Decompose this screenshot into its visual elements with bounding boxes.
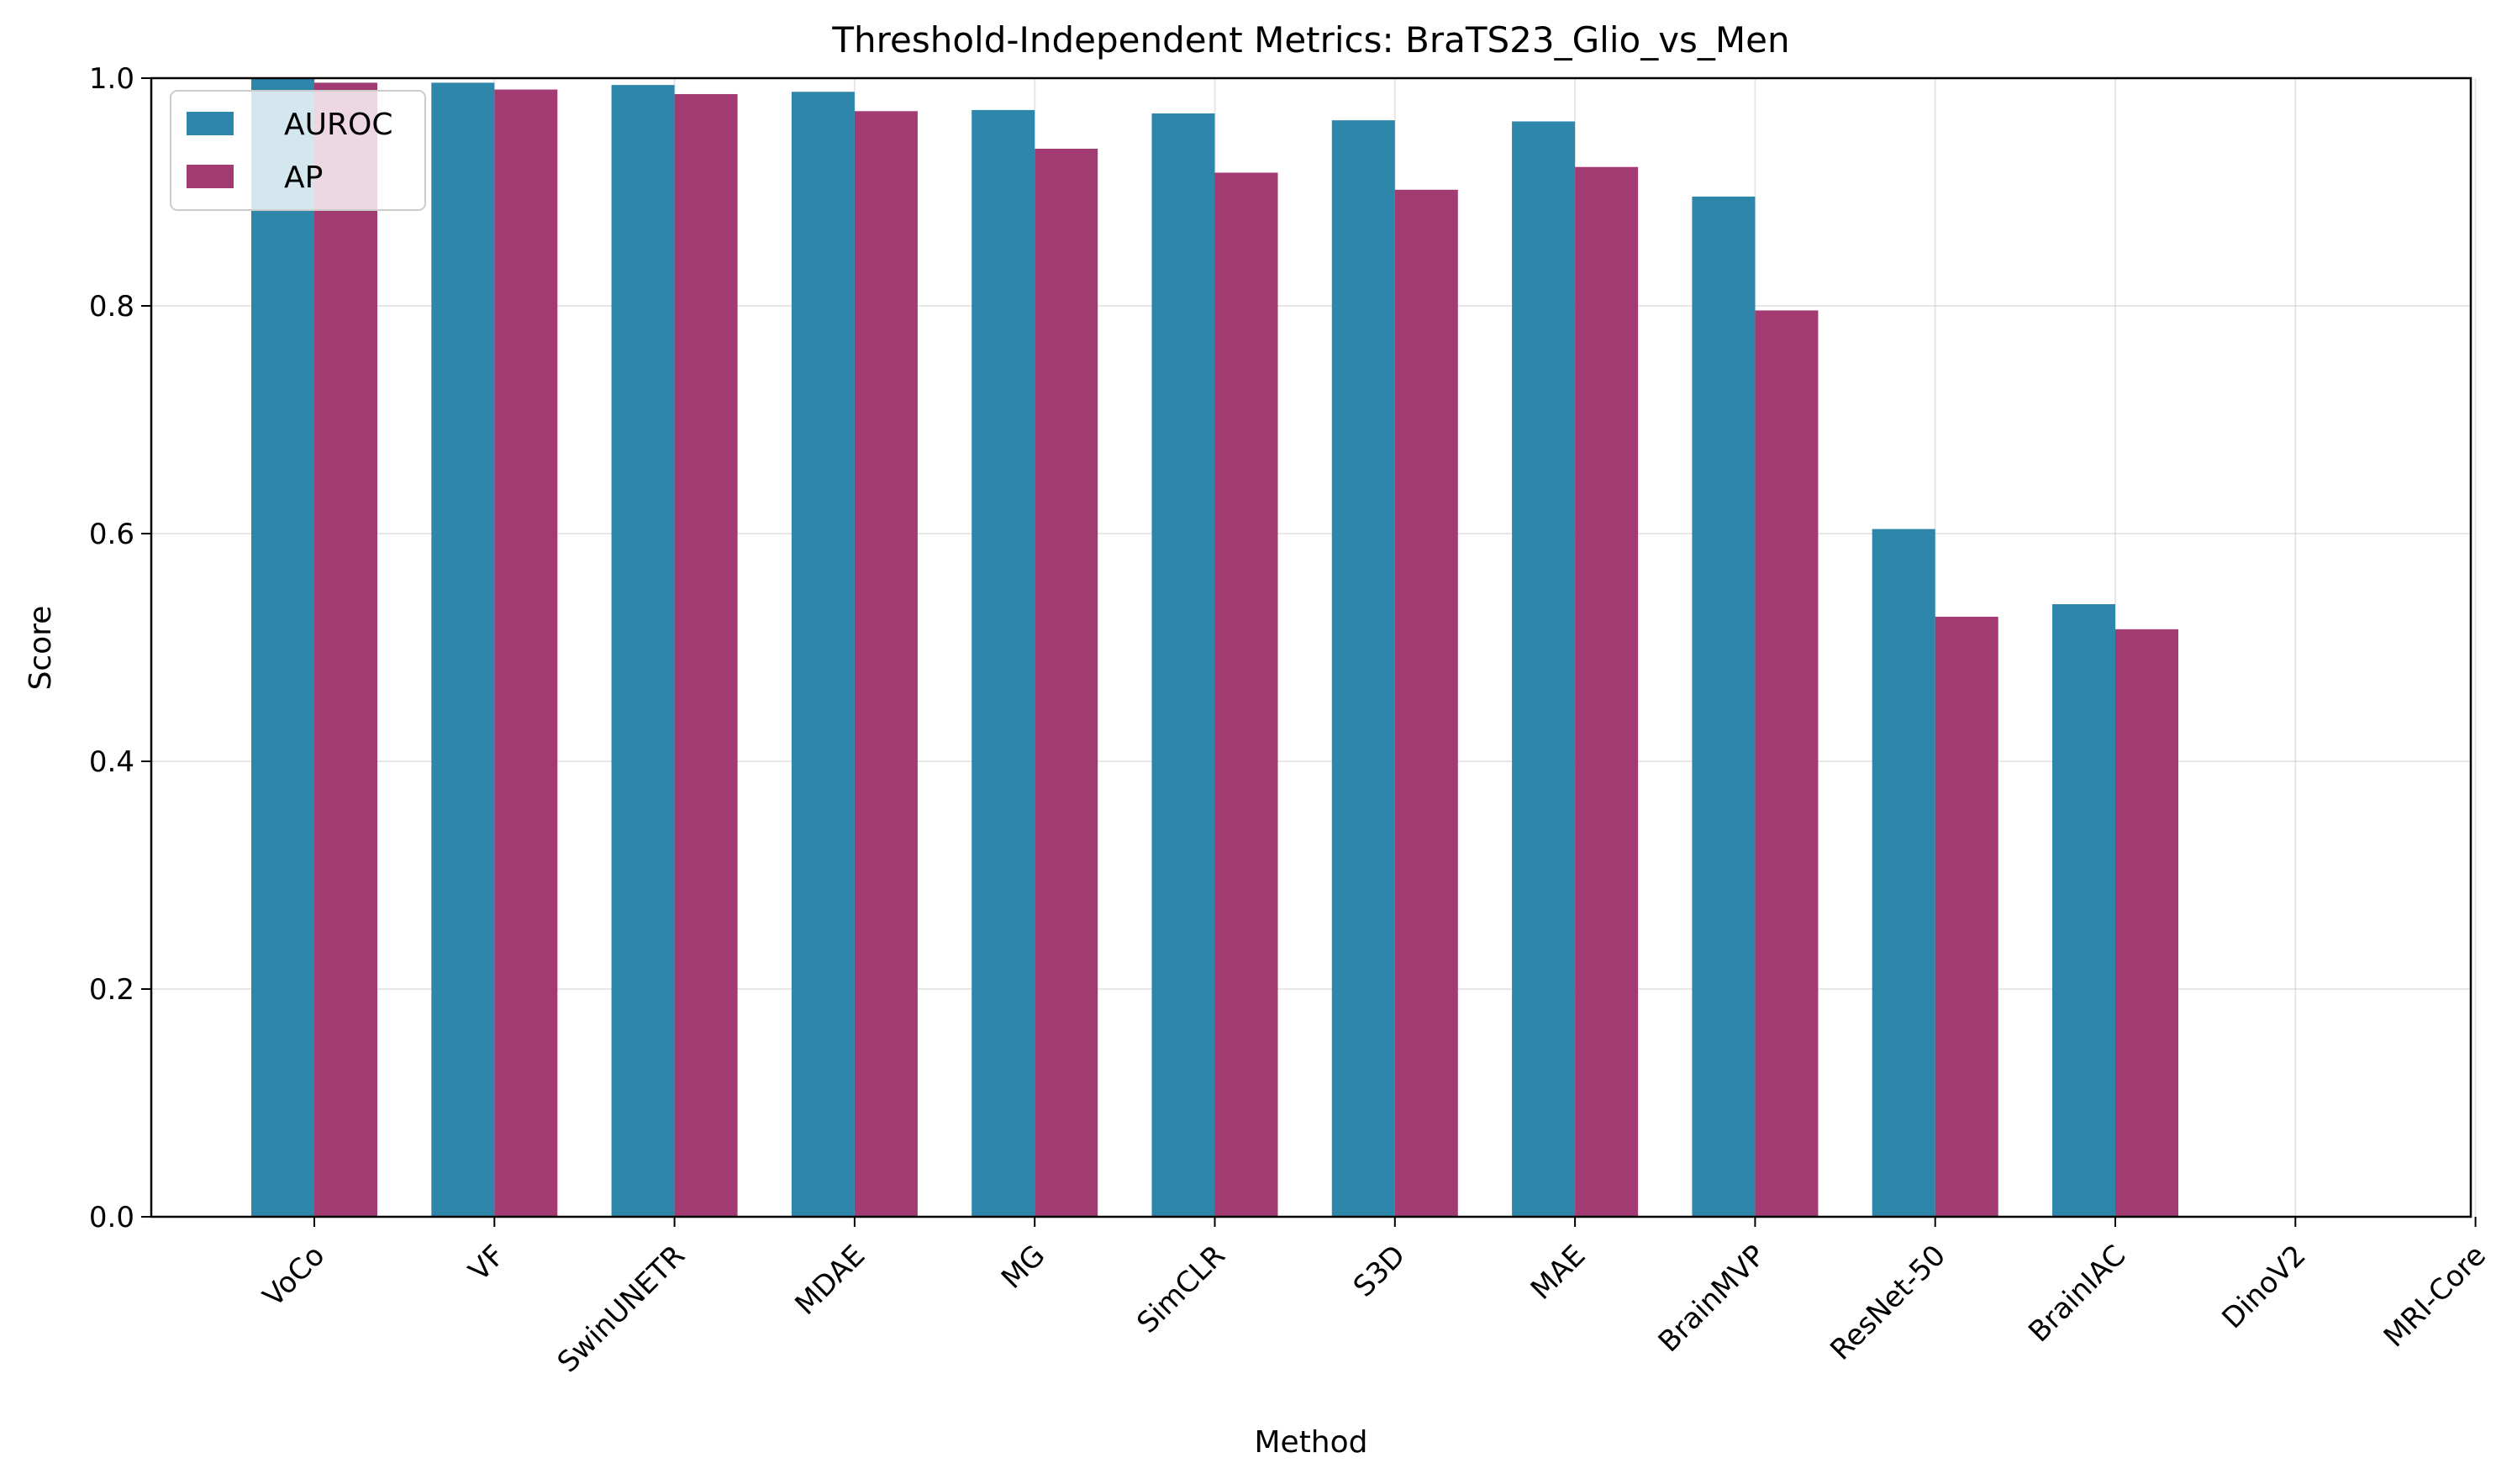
y-tick-label: 0.4	[89, 745, 134, 779]
bars	[251, 78, 2178, 1218]
bar-ap-voco	[314, 82, 377, 1217]
plot-frame	[150, 76, 2472, 1218]
bar-ap-mdae	[854, 111, 918, 1217]
bar-ap-simclr	[1214, 172, 1278, 1218]
bar-ap-brainmvp	[1755, 310, 1819, 1217]
bar-ap-resnet-50	[1935, 616, 1998, 1217]
y-tick-label: 1.0	[89, 62, 134, 96]
bar-auroc-mdae	[791, 92, 855, 1217]
legend-label-ap: AP	[284, 161, 323, 195]
bar-ap-brainiac	[2115, 629, 2178, 1217]
bar-auroc-resnet-50	[1872, 529, 1935, 1217]
bar-auroc-voco	[251, 78, 314, 1217]
legend: AUROC AP	[170, 90, 426, 211]
bar-ap-mae	[1575, 166, 1639, 1218]
y-tick-label: 0.6	[89, 518, 134, 551]
legend-swatch-auroc	[187, 112, 234, 135]
bar-auroc-brainiac	[2052, 604, 2115, 1217]
bar-ap-vf	[494, 89, 558, 1217]
x-axis-label: Method	[1254, 1425, 1367, 1460]
bar-ap-s3d	[1394, 189, 1458, 1217]
legend-label-auroc: AUROC	[284, 108, 392, 142]
bar-auroc-vf	[431, 82, 495, 1217]
chart-title: Threshold-Independent Metrics: BraTS23_G…	[831, 19, 1789, 61]
legend-box	[170, 90, 426, 211]
legend-swatch-ap	[187, 165, 234, 188]
bar-ap-mg	[1035, 149, 1098, 1217]
y-tick-label: 0.2	[89, 973, 134, 1007]
bar-auroc-swinunetr	[611, 85, 675, 1217]
y-tick-label: 0.8	[89, 290, 134, 324]
y-tick-label: 0.0	[89, 1201, 134, 1234]
bar-auroc-simclr	[1151, 113, 1215, 1217]
bar-auroc-mae	[1512, 121, 1576, 1218]
y-axis-label: Score	[24, 606, 58, 691]
bar-auroc-s3d	[1331, 120, 1395, 1217]
bar-auroc-mg	[972, 109, 1035, 1218]
bar-auroc-brainmvp	[1692, 196, 1756, 1217]
bar-ap-swinunetr	[674, 93, 738, 1218]
